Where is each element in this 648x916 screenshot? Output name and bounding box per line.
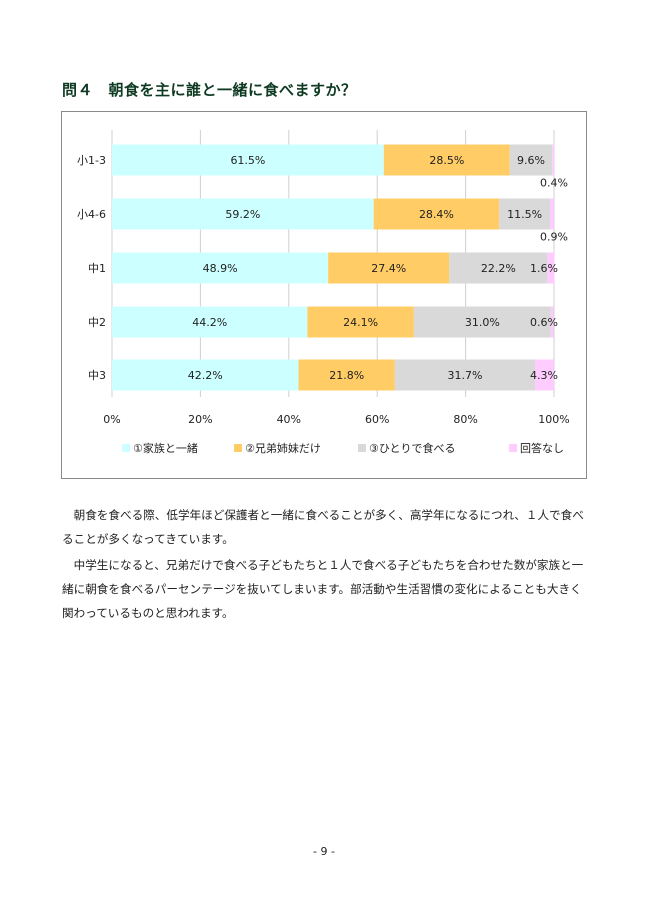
category-label: 中2 — [88, 316, 106, 329]
data-label: 42.2% — [188, 369, 223, 382]
stacked-bar-chart: 小1-3 61.5% 28.5% 9.6% 0.4% 小4-6 59.2% 28.4% 11.5… — [77, 130, 570, 455]
category-label: 小1-3 — [77, 154, 106, 167]
data-label: 24.1% — [343, 316, 378, 329]
bar-segment — [307, 306, 414, 338]
data-label: 31.0% — [465, 316, 500, 329]
data-label: 48.9% — [203, 262, 238, 275]
bar-segment — [328, 252, 450, 284]
bar-segment — [373, 198, 500, 230]
bar-segment — [534, 359, 554, 391]
paragraph-2-text: 中学生になると、兄弟だけで食べる子どもたちと１人で食べる子どもたちを合わせた数が… — [62, 558, 584, 620]
x-tick-label: 20% — [188, 413, 212, 426]
bar-segment — [298, 359, 395, 391]
bar-segment — [547, 252, 555, 284]
data-label: 22.2% — [481, 262, 516, 275]
data-label: 28.5% — [429, 154, 464, 167]
data-label: 59.2% — [225, 208, 260, 221]
bar-segment — [112, 144, 384, 176]
bar-segment — [112, 306, 308, 338]
data-label: 4.3% — [530, 369, 558, 382]
bar-segment — [112, 252, 329, 284]
data-label: 0.9% — [540, 231, 568, 244]
bar-segment — [499, 198, 551, 230]
category-label: 小4-6 — [77, 208, 106, 221]
data-label: 31.7% — [447, 369, 482, 382]
bar-segment — [112, 359, 299, 391]
data-label: 9.6% — [517, 154, 545, 167]
data-label: 21.8% — [329, 369, 364, 382]
chart-frame: 小1-3 61.5% 28.5% 9.6% 0.4% 小4-6 59.2% 28.4% 11.5… — [61, 111, 587, 479]
legend-swatch — [509, 444, 517, 452]
category-label: 中3 — [88, 369, 106, 382]
data-label: 61.5% — [230, 154, 265, 167]
paragraph-1: 朝食を食べる際、低学年ほど保護者と一緒に食べることが多く、高学年になるにつれ、１… — [62, 503, 586, 551]
legend-label: ①家族と一緒 — [133, 441, 198, 455]
legend-swatch — [358, 444, 366, 452]
data-label: 11.5% — [507, 208, 542, 221]
bar-segment — [552, 144, 554, 176]
data-label: 27.4% — [371, 262, 406, 275]
page-number: - 9 - — [313, 845, 335, 858]
paragraph-1-text: 朝食を食べる際、低学年ほど保護者と一緒に食べることが多く、高学年になるにつれ、１… — [62, 508, 584, 546]
bar-segment — [394, 359, 535, 391]
bar-segment — [509, 144, 553, 176]
x-tick-label: 40% — [277, 413, 301, 426]
bar-segment — [112, 198, 374, 230]
category-label: 中1 — [88, 262, 106, 275]
data-label: 1.6% — [530, 262, 558, 275]
legend-swatch — [122, 444, 130, 452]
legend-label: ②兄弟姉妹だけ — [245, 441, 321, 455]
legend-label: ③ひとりで食べる — [369, 441, 456, 455]
bar-segment — [413, 306, 551, 338]
data-label: 0.4% — [540, 177, 568, 190]
bar-segment — [383, 144, 510, 176]
data-label: 28.4% — [419, 208, 454, 221]
bar-segment — [449, 252, 548, 284]
legend-swatch — [234, 444, 242, 452]
paragraph-2: 中学生になると、兄弟だけで食べる子どもたちと１人で食べる子どもたちを合わせた数が… — [62, 553, 586, 625]
data-label: 0.6% — [530, 316, 558, 329]
x-tick-label: 100% — [538, 413, 569, 426]
bar-segment — [550, 306, 554, 338]
x-tick-label: 0% — [103, 413, 120, 426]
page-heading: 問４ 朝食を主に誰と一緒に食べますか？ — [62, 81, 357, 99]
x-tick-label: 60% — [365, 413, 389, 426]
bar-segment — [550, 198, 554, 230]
data-label: 44.2% — [192, 316, 227, 329]
x-tick-label: 80% — [453, 413, 477, 426]
legend-label: 回答なし — [520, 441, 564, 455]
